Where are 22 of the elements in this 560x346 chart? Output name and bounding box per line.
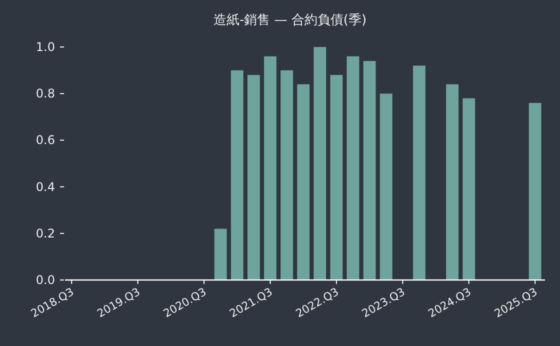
bar	[247, 74, 260, 280]
y-tick-label: 0.0	[36, 273, 55, 287]
bar	[462, 98, 476, 280]
y-tick-label: 0.2	[36, 226, 55, 240]
y-tick-label: 0.8	[36, 86, 55, 101]
bar	[446, 84, 459, 280]
y-tick-label: 1.0	[36, 40, 55, 54]
bar	[214, 228, 227, 280]
chart-title: 造紙-銷售 — 合約負債(季)	[213, 13, 367, 28]
bar	[380, 94, 392, 280]
y-tick-label: 0.4	[36, 180, 55, 194]
bar	[314, 47, 326, 280]
bar	[413, 66, 426, 280]
bar	[280, 70, 293, 280]
bar	[363, 60, 376, 280]
bar	[230, 70, 244, 280]
bar	[346, 56, 360, 280]
bar	[528, 102, 542, 280]
bar	[330, 74, 343, 280]
y-tick-label: 0.6	[36, 133, 55, 148]
bar	[297, 84, 310, 280]
bar	[264, 56, 276, 280]
